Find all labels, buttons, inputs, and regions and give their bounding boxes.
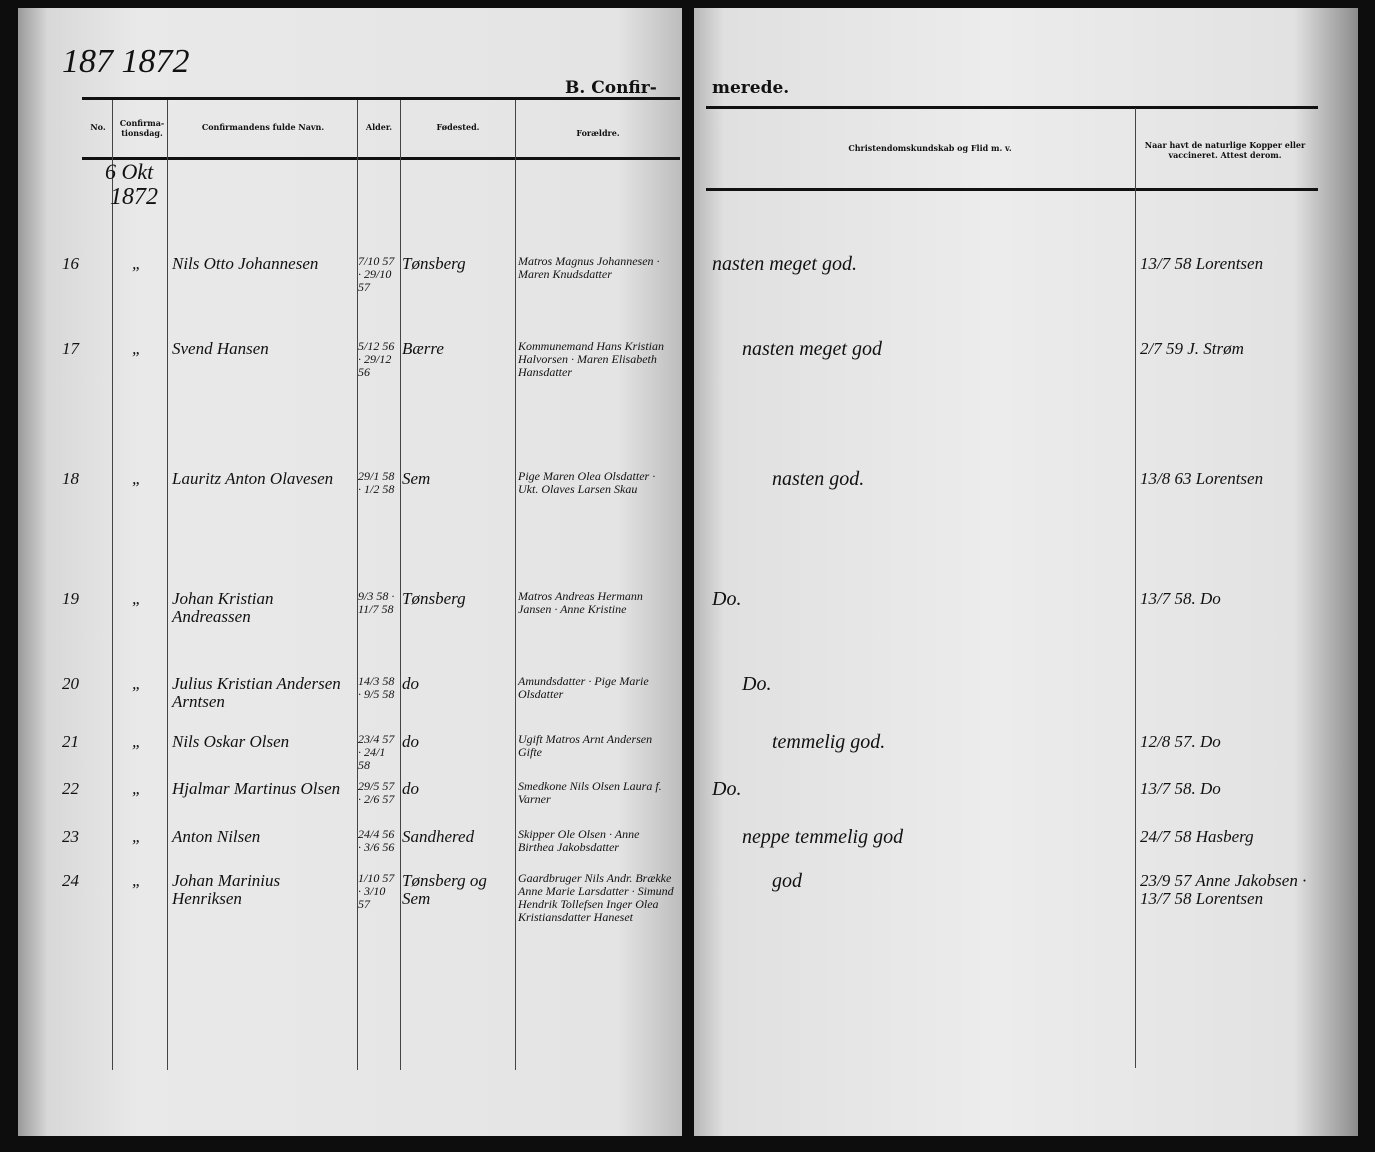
entry-vaccination: 13/7 58. Do (1140, 589, 1221, 608)
col-header-no: No. (90, 122, 106, 132)
entry-birthplace: Tønsberg (402, 254, 466, 273)
entry-vaccination: 24/7 58 Hasberg (1140, 827, 1254, 846)
entry-birthplace: Sem (402, 469, 431, 488)
entry-age: 5/12 56 · 29/12 56 (358, 339, 395, 379)
entry-name: Julius Kristian Andersen Arntsen (172, 674, 341, 711)
entry-number: 24 (62, 871, 79, 890)
entry-number: 16 (62, 254, 79, 273)
entry-name: Svend Hansen (172, 339, 269, 358)
entry-parents: Matros Andreas Hermann Jansen · Anne Kri… (518, 589, 643, 616)
entry-name: Johan Marinius Henriksen (172, 871, 281, 908)
confirmation-day: „ (132, 469, 142, 488)
confirmation-day: „ (132, 674, 142, 693)
entry-birthplace: Bærre (402, 339, 444, 358)
entry-parents: Amundsdatter · Pige Marie Olsdatter (518, 674, 649, 701)
col-header-knowledge: Christendomskundskab og Flid m. v. (848, 143, 1012, 153)
entry-vaccination: 13/7 58. Do (1140, 779, 1221, 798)
header-bottom-rule (82, 157, 680, 160)
entry-knowledge: Do. (742, 673, 772, 695)
date-note-day: 6 Okt (105, 159, 154, 184)
entry-number: 20 (62, 674, 79, 693)
entry-number: 17 (62, 339, 79, 358)
entry-age: 29/5 57 · 2/6 57 (358, 779, 395, 806)
entry-birthplace: do (402, 779, 419, 798)
entry-name: Hjalmar Martinus Olsen (172, 779, 341, 798)
header-top-rule (82, 97, 680, 100)
entry-parents: Matros Magnus Johannesen · Maren Knudsda… (518, 254, 660, 281)
left-page (18, 8, 682, 1136)
entry-age: 14/3 58 · 9/5 58 (358, 674, 395, 701)
entry-knowledge: Do. (712, 778, 742, 800)
column-divider (167, 100, 168, 1070)
col-header-vaccination: Naar havt de naturlige Kopper eller vacc… (1144, 140, 1306, 160)
entry-number: 22 (62, 779, 79, 798)
entry-name: Anton Nilsen (172, 827, 261, 846)
confirmation-day: „ (132, 254, 142, 273)
entry-knowledge: nasten god. (772, 468, 865, 490)
page-title-left: B. Confir- (565, 78, 657, 98)
col-header-parents: Forældre. (576, 128, 620, 138)
header-bottom-rule-right (706, 188, 1318, 191)
confirmation-day: „ (132, 827, 142, 846)
col-header-birthplace: Fødested. (436, 122, 480, 132)
entry-knowledge: nasten meget god (742, 338, 882, 360)
entry-number: 23 (62, 827, 79, 846)
header-top-rule-right (706, 106, 1318, 109)
column-divider (357, 100, 358, 1070)
entry-knowledge: neppe temmelig god (742, 826, 904, 848)
entry-knowledge: Do. (712, 588, 742, 610)
entry-birthplace: Tønsberg (402, 589, 466, 608)
entry-name: Lauritz Anton Olavesen (172, 469, 334, 488)
confirmation-day: „ (132, 779, 142, 798)
entry-age: 24/4 56 · 3/6 56 (358, 827, 395, 854)
entry-age: 7/10 57 · 29/10 57 (358, 254, 395, 294)
entry-name: Nils Oskar Olsen (172, 732, 290, 751)
entry-number: 19 (62, 589, 79, 608)
entry-name: Johan Kristian Andreassen (172, 589, 274, 626)
entry-vaccination: 23/9 57 Anne Jakobsen · 13/7 58 Lorentse… (1140, 871, 1307, 908)
entry-vaccination: 2/7 59 J. Strøm (1140, 339, 1244, 358)
col-header-age: Alder. (365, 122, 393, 132)
confirmation-day: „ (132, 732, 142, 751)
entry-age: 23/4 57 · 24/1 58 (358, 732, 395, 772)
entry-birthplace: do (402, 674, 419, 693)
confirmation-day: „ (132, 589, 142, 608)
entry-number: 21 (62, 732, 79, 751)
entry-knowledge: nasten meget god. (712, 253, 857, 275)
entry-age: 29/1 58 · 1/2 58 (358, 469, 395, 496)
entry-vaccination: 13/8 63 Lorentsen (1140, 469, 1264, 488)
page-title-right: merede. (712, 78, 790, 98)
entry-vaccination: 13/7 58 Lorentsen (1140, 254, 1264, 273)
year-note: 187 1872 (62, 43, 190, 80)
entry-age: 9/3 58 · 11/7 58 (358, 589, 395, 616)
entry-parents: Ugift Matros Arnt Andersen Gifte (518, 732, 653, 759)
confirmation-day: „ (132, 871, 142, 890)
entry-parents: Gaardbruger Nils Andr. Brække Anne Marie… (518, 871, 674, 924)
entry-knowledge: god (772, 870, 802, 892)
right-page (694, 8, 1358, 1136)
date-note-year: 1872 (110, 184, 158, 210)
entry-knowledge: temmelig god. (772, 731, 886, 753)
entry-age: 1/10 57 · 3/10 57 (358, 871, 395, 911)
column-divider (515, 100, 516, 1070)
column-divider (1135, 108, 1136, 1068)
entry-birthplace: do (402, 732, 419, 751)
entry-birthplace: Sandhered (402, 827, 475, 846)
column-divider (112, 100, 113, 1070)
col-header-name: Confirmandens fulde Navn. (201, 122, 325, 132)
entry-parents: Kommunemand Hans Kristian Halvorsen · Ma… (518, 339, 665, 379)
confirmation-day: „ (132, 339, 142, 358)
entry-number: 18 (62, 469, 79, 488)
entry-vaccination: 12/8 57. Do (1140, 732, 1221, 751)
entry-parents: Smedkone Nils Olsen Laura f. Varner (518, 779, 662, 806)
column-divider (400, 100, 401, 1070)
entry-birthplace: Tønsberg og Sem (402, 871, 487, 908)
entry-name: Nils Otto Johannesen (172, 254, 319, 273)
col-header-confirmation-day: Confirma-tionsdag. (119, 118, 165, 138)
entry-parents: Skipper Ole Olsen · Anne Birthea Jakobsd… (518, 827, 640, 854)
entry-parents: Pige Maren Olea Olsdatter · Ukt. Olaves … (518, 469, 656, 496)
